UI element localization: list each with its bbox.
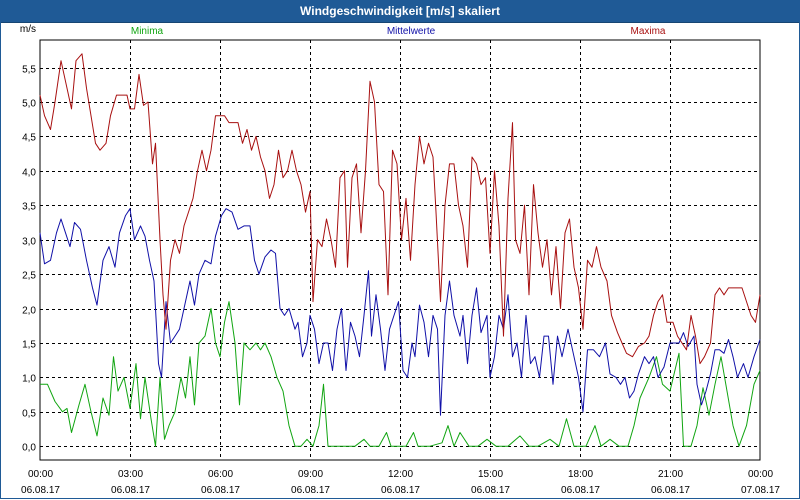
y-tick-label: 1,0	[22, 374, 36, 385]
chart-title: Windgeschwindigkeit [m/s] skaliert	[300, 4, 500, 18]
x-tick-time: 03:00	[118, 469, 143, 480]
x-tick-date: 07.08.17	[741, 485, 780, 496]
series-line-minima	[40, 301, 761, 447]
x-tick-time: 00:00	[748, 469, 773, 480]
x-tick-date: 06.08.17	[381, 485, 420, 496]
x-tick-time: 12:00	[388, 469, 413, 480]
x-tick-date: 06.08.17	[561, 485, 600, 496]
legend-maxima: Maxima	[630, 26, 665, 37]
x-tick-date: 06.08.17	[291, 485, 330, 496]
y-tick-label: 4,0	[22, 168, 36, 179]
y-tick-label: 4,5	[22, 133, 36, 144]
y-tick-label: 3,0	[22, 237, 36, 248]
y-tick-label: 5,0	[22, 99, 36, 110]
y-tick-label: 0,0	[22, 443, 36, 454]
x-tick-time: 06:00	[208, 469, 233, 480]
y-tick-label: 5,5	[22, 65, 36, 76]
series-line-maxima	[39, 53, 761, 365]
x-tick-time: 21:00	[658, 469, 683, 480]
y-axis-unit: m/s	[20, 24, 36, 35]
x-tick-time: 09:00	[298, 469, 323, 480]
x-tick-time: 18:00	[568, 469, 593, 480]
legend-mittelwerte: Mittelwerte	[387, 26, 436, 37]
y-tick-label: 2,5	[22, 271, 36, 282]
y-tick-label: 0,5	[22, 409, 36, 420]
x-tick-time: 00:00	[28, 469, 53, 480]
x-tick-date: 06.08.17	[201, 485, 240, 496]
title-bar: Windgeschwindigkeit [m/s] skaliert	[0, 0, 800, 23]
legend-minima: Minima	[131, 26, 164, 37]
y-tick-label: 3,5	[22, 202, 36, 213]
x-tick-date: 06.08.17	[651, 485, 690, 496]
x-tick-date: 06.08.17	[471, 485, 510, 496]
series-line-mittelwerte	[39, 208, 761, 416]
y-tick-label: 1,5	[22, 340, 36, 351]
x-tick-date: 06.08.17	[21, 485, 60, 496]
y-tick-label: 2,0	[22, 306, 36, 317]
x-tick-time: 15:00	[478, 469, 503, 480]
x-tick-date: 06.08.17	[111, 485, 150, 496]
